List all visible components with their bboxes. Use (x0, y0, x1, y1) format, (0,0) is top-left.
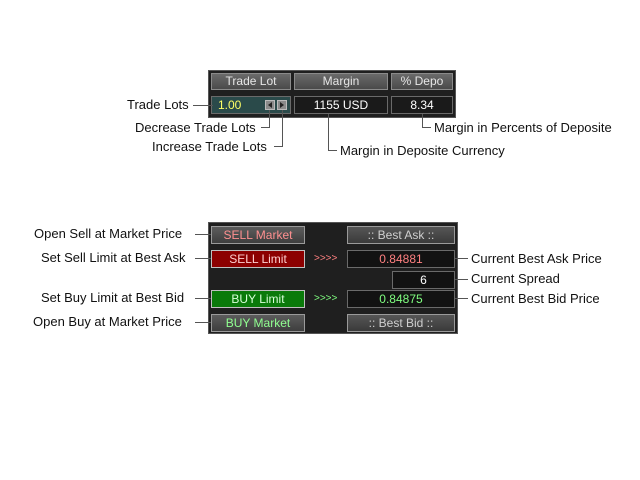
best-bid-button[interactable]: :: Best Bid :: (347, 314, 455, 332)
connector-pct-v (422, 114, 423, 128)
connector-set-buy-limit (195, 298, 211, 299)
header-pct-depo: % Depo (391, 73, 453, 90)
sell-market-button[interactable]: SELL Market (211, 226, 305, 244)
best-bid-value-field: 0.84875 (347, 290, 455, 308)
buy-limit-button[interactable]: BUY Limit (211, 290, 305, 308)
connector-increase-h (274, 146, 283, 147)
connector-best-ask (455, 258, 468, 259)
label-trade-lots: Trade Lots (127, 97, 189, 112)
label-best-ask-price: Current Best Ask Price (471, 251, 602, 266)
connector-margin-v (328, 114, 329, 151)
connector-best-bid (455, 298, 468, 299)
sell-arrows: >>>> (314, 253, 338, 264)
sell-limit-button[interactable]: SELL Limit (211, 250, 305, 268)
label-set-buy-limit: Set Buy Limit at Best Bid (41, 290, 185, 305)
buy-arrows: >>>> (314, 293, 338, 304)
label-margin-percent: Margin in Percents of Deposite (434, 120, 612, 135)
label-decrease-lots: Decrease Trade Lots (135, 120, 256, 135)
connector-set-sell-limit (195, 258, 211, 259)
header-margin: Margin (294, 73, 388, 90)
pct-depo-value-field: 8.34 (391, 96, 453, 114)
increase-lot-button[interactable] (277, 100, 287, 110)
decrease-lot-button[interactable] (265, 100, 275, 110)
spread-value-field: 6 (392, 271, 455, 289)
connector-margin-h (328, 150, 337, 151)
arrow-right-icon (280, 102, 284, 108)
best-ask-button[interactable]: :: Best Ask :: (347, 226, 455, 244)
label-spread: Current Spread (471, 271, 560, 286)
connector-pct-h (422, 127, 431, 128)
arrow-left-icon (268, 102, 272, 108)
label-increase-lots: Increase Trade Lots (152, 139, 267, 154)
header-trade-lot: Trade Lot (211, 73, 291, 90)
connector-decrease-h (261, 127, 270, 128)
label-open-buy: Open Buy at Market Price (33, 314, 182, 329)
label-set-sell-limit: Set Sell Limit at Best Ask (41, 250, 186, 265)
label-best-bid-price: Current Best Bid Price (471, 291, 600, 306)
label-open-sell: Open Sell at Market Price (34, 226, 183, 241)
best-ask-value-field: 0.84881 (347, 250, 455, 268)
connector-open-sell (195, 234, 211, 235)
connector-increase-v (282, 110, 283, 147)
connector-decrease-v (269, 110, 270, 128)
connector-trade-lots (193, 105, 213, 106)
label-margin-currency: Margin in Deposite Currency (340, 143, 505, 158)
buy-market-button[interactable]: BUY Market (211, 314, 305, 332)
connector-spread (455, 279, 468, 280)
margin-value-field: 1155 USD (294, 96, 388, 114)
connector-open-buy (195, 322, 211, 323)
trade-lot-value: 1.00 (218, 98, 242, 112)
